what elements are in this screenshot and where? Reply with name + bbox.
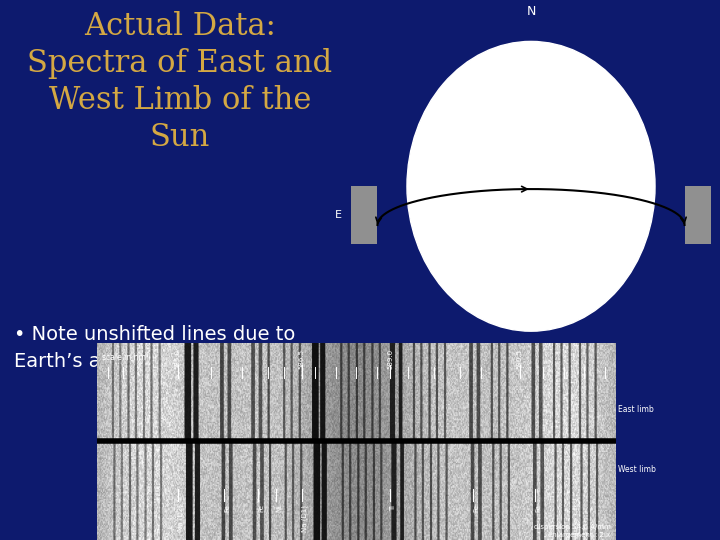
- Text: 589.0: 589.0: [387, 349, 393, 369]
- Text: Fe: Fe: [224, 504, 230, 512]
- Text: West limb: West limb: [618, 464, 656, 474]
- Text: scale in nm: scale in nm: [102, 353, 146, 362]
- Text: Ti: Ti: [390, 504, 396, 510]
- Text: Na (D2): Na (D2): [178, 504, 184, 531]
- Text: E: E: [335, 210, 342, 220]
- Text: • Note unshifted lines due to
Earth’s atmosphere: • Note unshifted lines due to Earth’s at…: [14, 325, 296, 370]
- Text: Fe: Fe: [258, 504, 264, 512]
- Circle shape: [407, 42, 655, 331]
- Text: S: S: [527, 355, 535, 368]
- Text: 590.5: 590.5: [517, 349, 523, 369]
- Text: N: N: [526, 5, 536, 18]
- Text: dispersion : 4.0 A/mm
enlargement : 2 x: dispersion : 4.0 A/mm enlargement : 2 x: [534, 524, 611, 538]
- Text: 585.0: 585.0: [174, 349, 181, 369]
- Text: Ni: Ni: [276, 504, 282, 512]
- Text: 586.5: 586.5: [299, 349, 305, 369]
- Bar: [685, 186, 711, 244]
- Text: Fe: Fe: [535, 504, 541, 512]
- Bar: [351, 186, 377, 244]
- Text: Fe: Fe: [473, 504, 479, 512]
- Text: East limb: East limb: [618, 406, 654, 414]
- Text: Actual Data:
Spectra of East and
West Limb of the
Sun: Actual Data: Spectra of East and West Li…: [27, 11, 333, 153]
- Text: Na (D1): Na (D1): [302, 504, 308, 531]
